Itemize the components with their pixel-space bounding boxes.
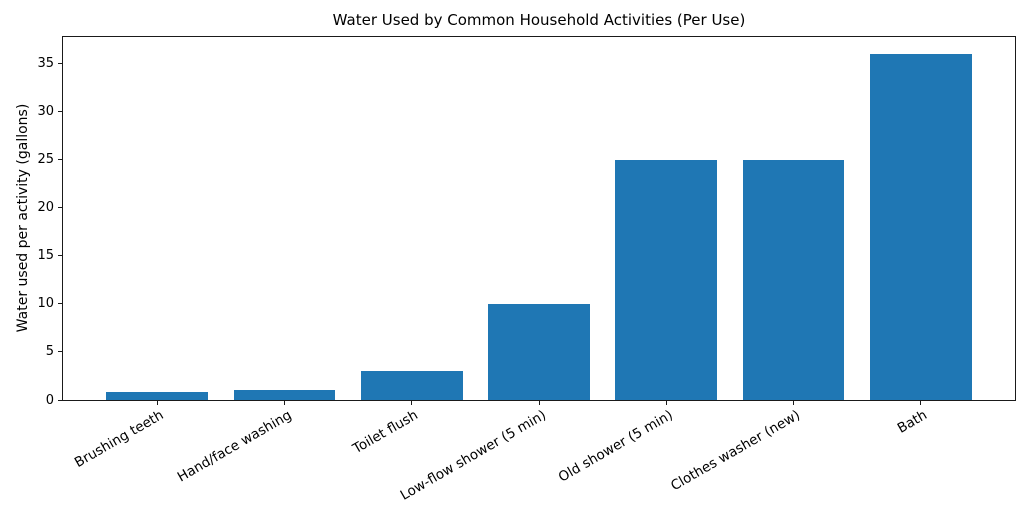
y-tick-mark (58, 399, 62, 401)
x-tick-label: Bath (895, 407, 931, 437)
x-tick-mark (665, 401, 667, 405)
y-tick-mark (58, 159, 62, 161)
x-tick-label: Old shower (5 min) (555, 407, 676, 486)
y-tick-mark (58, 351, 62, 353)
y-tick-label: 30 (37, 104, 54, 120)
bar-hand-face-washing (233, 390, 336, 400)
bar-clothes-washer-new (742, 159, 845, 400)
x-tick-mark (538, 401, 540, 405)
y-tick-label: 5 (45, 344, 54, 360)
y-tick-mark (58, 63, 62, 65)
bar-toilet-flush (360, 371, 463, 400)
y-tick-label: 20 (37, 200, 54, 216)
x-tick-mark (411, 401, 413, 405)
y-tick-label: 15 (37, 248, 54, 264)
x-tick-label: Brushing teeth (72, 407, 167, 471)
y-tick-mark (58, 255, 62, 257)
y-tick-label: 10 (37, 296, 54, 312)
chart-title: Water Used by Common Household Activitie… (332, 11, 746, 29)
plot-area (62, 36, 1016, 401)
bar-old-shower-5-min (615, 159, 718, 400)
y-tick-mark (58, 111, 62, 113)
x-tick-mark (283, 401, 285, 405)
y-tick-label: 0 (45, 392, 54, 408)
x-tick-mark (920, 401, 922, 405)
x-tick-label: Clothes washer (new) (668, 407, 804, 495)
y-tick-mark (58, 303, 62, 305)
bar-low-flow-shower-5-min (488, 303, 590, 400)
y-tick-label: 35 (37, 56, 54, 72)
bar-bath (869, 54, 972, 400)
x-tick-mark (156, 401, 158, 405)
y-tick-mark (58, 207, 62, 209)
x-tick-label: Hand/face washing (174, 407, 294, 486)
bar-brushing-teeth (106, 392, 209, 400)
y-tick-label: 25 (37, 152, 54, 168)
x-tick-mark (793, 401, 795, 405)
x-tick-label: Low-flow shower (5 min) (397, 407, 549, 504)
x-tick-label: Toilet flush (350, 407, 422, 458)
